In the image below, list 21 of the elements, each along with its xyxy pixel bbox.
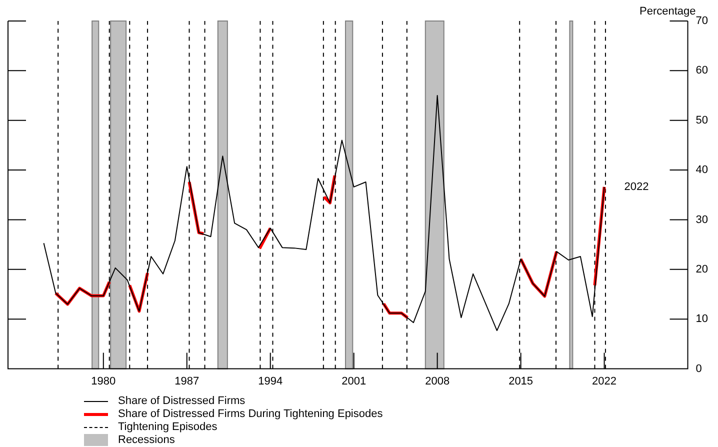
y-axis-title: Percentage	[640, 6, 696, 18]
x-tick-label: 1980	[91, 375, 116, 388]
y-tick-label: 0	[696, 362, 702, 375]
y-tick-label: 50	[696, 114, 708, 126]
legend-label: Tightening Episodes	[118, 420, 218, 432]
y-tick-label: 60	[696, 64, 708, 77]
x-tick-label: 1987	[174, 375, 200, 388]
y-tick-label: 30	[696, 214, 708, 226]
x-tick-label: 2015	[508, 375, 534, 388]
legend-label: Recessions	[118, 434, 175, 446]
x-tick-label: 2001	[342, 375, 366, 388]
y-tick-label: 40	[696, 164, 708, 176]
legend-label: Share of Distressed Firms During Tightening Episodes	[118, 408, 383, 420]
y-tick-label: 70	[696, 15, 708, 28]
legend-label: Share of Distressed Firms	[118, 394, 246, 406]
y-tick-label: 10	[696, 313, 708, 326]
annotation: 2022	[624, 180, 649, 193]
x-tick-label: 2022	[592, 375, 617, 388]
x-tick-label: 2008	[425, 375, 450, 388]
y-tick-label: 20	[696, 263, 708, 276]
x-tick-label: 1994	[258, 375, 283, 388]
